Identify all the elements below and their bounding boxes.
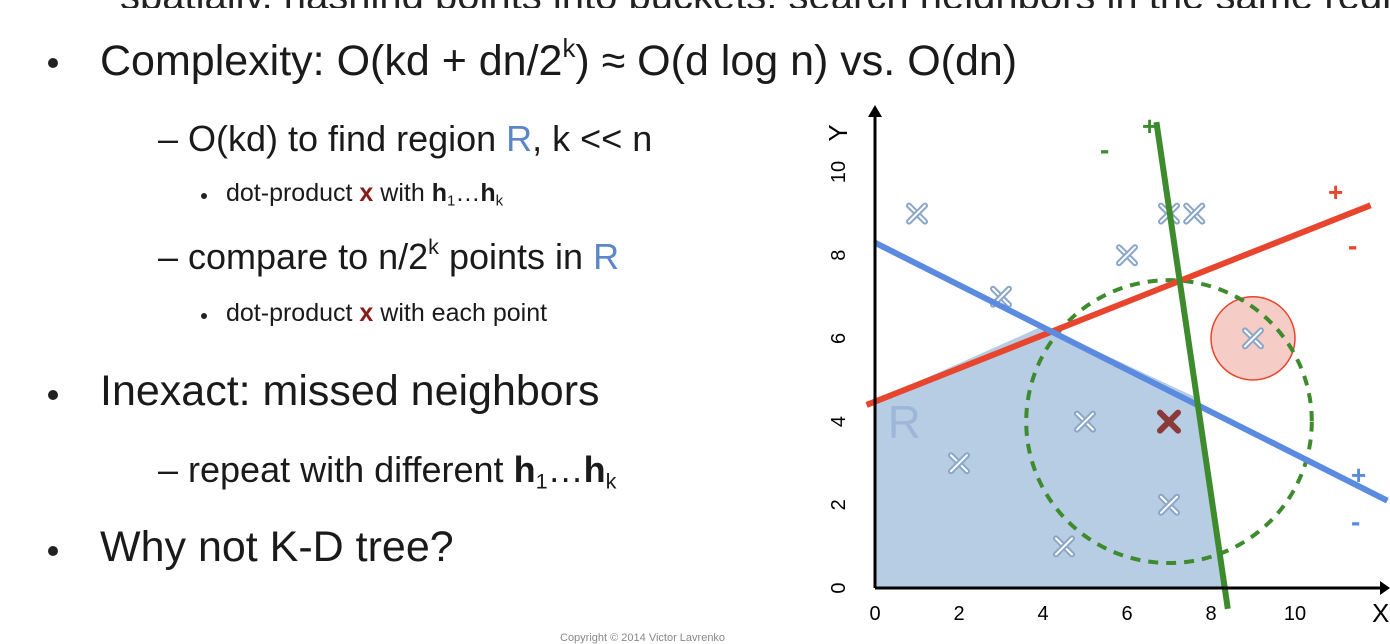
neighborhood-circle — [1024, 278, 1314, 566]
copyright-footer: Copyright © 2014 Victor Lavrenko — [560, 632, 726, 644]
ellipsis: … — [547, 449, 584, 490]
superscript-k: k — [428, 233, 439, 259]
data-point — [1158, 493, 1180, 516]
subscript-1: 1 — [446, 192, 456, 210]
subscript-1: 1 — [535, 468, 548, 494]
compare-text: – compare to n/2 — [158, 236, 429, 277]
blue-minus-label: - — [1351, 506, 1360, 537]
kd-tree-question: Why not K-D tree? — [100, 523, 454, 571]
y-axis-label: Y — [823, 124, 853, 141]
red-plus-label: + — [1328, 177, 1343, 207]
x-axis-arrow — [1380, 581, 1390, 595]
x-tick-label: 2 — [953, 603, 964, 625]
region-r-label: R — [506, 118, 533, 159]
data-point — [1116, 244, 1138, 267]
y-tick-label: 4 — [828, 416, 850, 427]
y-tick-label: 8 — [828, 250, 850, 261]
dot-product-h-line: dot-product x with h1…hk — [226, 179, 504, 210]
x-tick-label: 4 — [1037, 603, 1048, 625]
green-minus-label: - — [1100, 134, 1109, 165]
y-axis-arrow — [868, 105, 882, 117]
complexity-text: Complexity: O(kd + dn/2 — [100, 37, 563, 85]
inexact-line: Inexact: missed neighbors — [100, 367, 600, 416]
x-axis-label: X — [1372, 598, 1389, 628]
find-region-text-end: , k << n — [532, 118, 653, 159]
subscript-k: k — [495, 192, 504, 210]
y-tick-label: 10 — [828, 161, 850, 183]
region-r-fill — [875, 325, 1228, 588]
bullet-dot — [48, 390, 58, 400]
data-point — [1053, 535, 1075, 558]
hyperplane-red — [865, 202, 1372, 408]
repeat-line: – repeat with different h1…hk — [158, 449, 617, 494]
kd-tree-line: Why not K-D tree? — [100, 523, 454, 572]
complexity-text-end: ) ≈ O(d log n) vs. O(dn) — [575, 37, 1018, 85]
h-vector: h — [480, 179, 496, 207]
dot-product-text: dot-product — [226, 299, 360, 327]
bullet-dot — [201, 313, 207, 319]
y-tick-label: 0 — [828, 582, 850, 593]
y-tick-label: 6 — [828, 333, 850, 344]
x-tick-label: 10 — [1284, 603, 1306, 625]
query-point — [1157, 409, 1181, 434]
data-point — [1183, 202, 1206, 225]
hyperplane-blue — [873, 240, 1389, 504]
find-region-line: – O(kd) to find region R, k << n — [158, 118, 652, 160]
dot-product-each-line: dot-product x with each point — [226, 299, 547, 328]
cut-off-text: spatially, hashing points into buckets; … — [120, 0, 1390, 8]
cut-off-heading: spatially, hashing points into buckets; … — [0, 0, 1390, 8]
bullet-dot — [48, 58, 58, 68]
query-vector-x: x — [359, 179, 374, 207]
data-point — [906, 202, 928, 225]
bullet-dot — [201, 193, 207, 199]
region-r-text: R — [888, 396, 921, 448]
data-point — [1074, 410, 1096, 433]
x-tick-label: 6 — [1121, 603, 1132, 625]
subscript-k: k — [605, 468, 617, 494]
bullet-dot — [48, 546, 58, 556]
hyperplane-green — [1153, 121, 1231, 610]
h-vector: h — [431, 179, 447, 207]
find-region-text: – O(kd) to find region — [158, 118, 507, 159]
data-point — [1242, 327, 1264, 350]
y-tick-label: 2 — [828, 499, 850, 510]
compare-text-mid: points in — [438, 236, 594, 277]
x-tick-label: 8 — [1205, 603, 1216, 625]
region-r-label: R — [593, 236, 620, 277]
query-vector-x: x — [359, 299, 374, 327]
data-point — [948, 452, 970, 475]
dot-product-text: dot-product — [226, 179, 360, 207]
h-vector: h — [583, 449, 606, 490]
blue-plus-label: + — [1351, 460, 1366, 490]
superscript-k: k — [562, 34, 576, 63]
with-text: with — [373, 179, 432, 207]
compare-line: – compare to n/2k points in R — [158, 236, 619, 278]
each-point-text: with each point — [373, 299, 548, 327]
repeat-text: – repeat with different — [158, 449, 514, 490]
x-tick-label: 0 — [869, 603, 880, 625]
red-minus-label: - — [1348, 230, 1357, 261]
h-vector: h — [513, 449, 536, 490]
complexity-line: Complexity: O(kd + dn/2k) ≈ O(d log n) v… — [100, 34, 1018, 86]
green-plus-label: + — [1142, 111, 1157, 141]
ellipsis: … — [455, 179, 481, 207]
inexact-text: Inexact: missed neighbors — [100, 367, 600, 415]
